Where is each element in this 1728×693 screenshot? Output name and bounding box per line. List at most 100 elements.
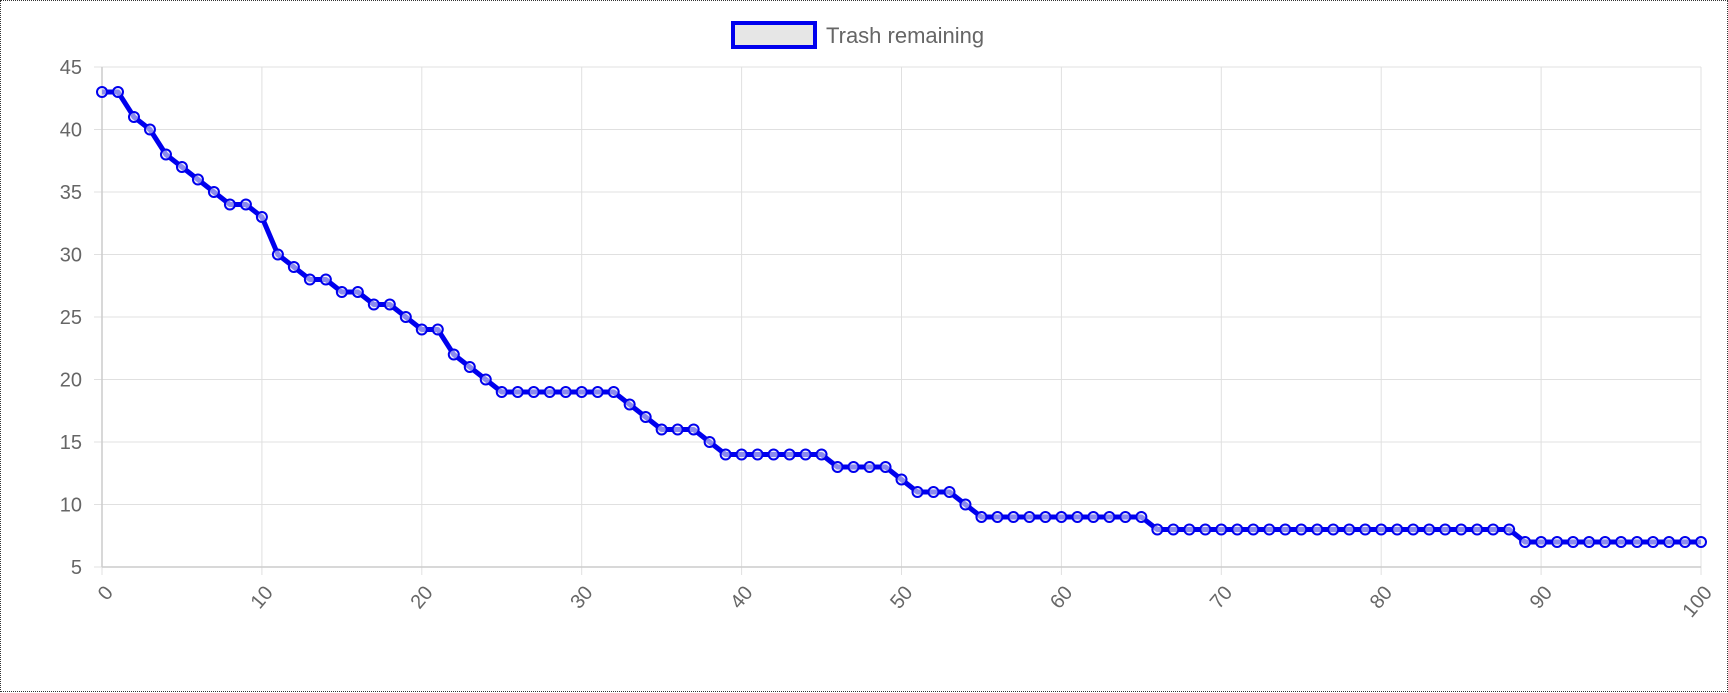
data-point[interactable]: [1631, 536, 1644, 548]
data-point[interactable]: [223, 198, 236, 211]
data-point[interactable]: [527, 386, 540, 398]
data-point[interactable]: [719, 448, 732, 461]
data-point[interactable]: [863, 461, 876, 473]
data-point[interactable]: [1327, 523, 1340, 536]
data-point[interactable]: [1263, 523, 1276, 536]
data-point[interactable]: [1471, 523, 1484, 536]
data-point[interactable]: [1615, 536, 1628, 548]
data-point[interactable]: [623, 398, 636, 411]
data-point[interactable]: [191, 173, 204, 186]
data-point[interactable]: [1311, 523, 1324, 536]
data-point[interactable]: [367, 298, 380, 311]
data-point[interactable]: [1231, 523, 1244, 536]
data-point[interactable]: [879, 461, 892, 473]
data-point[interactable]: [111, 86, 124, 98]
data-point[interactable]: [543, 386, 556, 398]
data-point[interactable]: [1519, 536, 1532, 548]
data-point[interactable]: [671, 423, 684, 436]
data-point[interactable]: [1551, 536, 1564, 548]
data-point[interactable]: [1407, 523, 1420, 536]
data-point[interactable]: [1295, 523, 1308, 536]
data-point[interactable]: [431, 323, 444, 336]
data-point[interactable]: [1487, 523, 1500, 536]
data-point[interactable]: [591, 386, 604, 398]
data-point[interactable]: [255, 211, 268, 223]
data-point[interactable]: [1679, 536, 1692, 548]
data-point[interactable]: [399, 311, 412, 323]
legend[interactable]: Trash remaining: [731, 21, 984, 49]
data-point[interactable]: [959, 498, 972, 511]
data-point[interactable]: [847, 461, 860, 473]
data-point[interactable]: [207, 186, 220, 198]
data-point[interactable]: [175, 161, 188, 173]
data-point[interactable]: [575, 386, 588, 398]
data-point[interactable]: [1695, 536, 1707, 548]
data-point[interactable]: [927, 486, 940, 498]
data-point[interactable]: [1279, 523, 1292, 536]
data-point[interactable]: [319, 273, 332, 286]
data-point[interactable]: [1423, 523, 1436, 536]
data-point[interactable]: [495, 386, 508, 398]
data-point[interactable]: [143, 123, 156, 136]
data-point[interactable]: [991, 511, 1004, 523]
data-point[interactable]: [1599, 536, 1612, 548]
data-point[interactable]: [751, 448, 764, 461]
data-point[interactable]: [1583, 536, 1596, 548]
data-point[interactable]: [1071, 511, 1084, 523]
data-point[interactable]: [1183, 523, 1196, 536]
data-point[interactable]: [1039, 511, 1052, 523]
data-point[interactable]: [895, 473, 908, 486]
data-point[interactable]: [1103, 511, 1116, 523]
data-point[interactable]: [559, 386, 572, 398]
data-point[interactable]: [831, 461, 844, 473]
data-point[interactable]: [975, 511, 988, 523]
data-point[interactable]: [1663, 536, 1676, 548]
data-point[interactable]: [1119, 511, 1132, 523]
data-point[interactable]: [287, 261, 300, 273]
data-point[interactable]: [1167, 523, 1180, 536]
data-point[interactable]: [96, 86, 108, 98]
data-point[interactable]: [735, 448, 748, 461]
data-point[interactable]: [1391, 523, 1404, 536]
data-point[interactable]: [447, 348, 460, 361]
data-point[interactable]: [1535, 536, 1548, 548]
data-point[interactable]: [1439, 523, 1452, 536]
data-point[interactable]: [479, 373, 492, 386]
data-point[interactable]: [1647, 536, 1660, 548]
data-point[interactable]: [911, 486, 924, 498]
data-point[interactable]: [1023, 511, 1036, 523]
data-point[interactable]: [1359, 523, 1372, 536]
data-point[interactable]: [815, 448, 828, 461]
data-point[interactable]: [511, 386, 524, 398]
data-point[interactable]: [1199, 523, 1212, 536]
data-point[interactable]: [943, 486, 956, 498]
data-point[interactable]: [271, 248, 284, 261]
data-point[interactable]: [767, 448, 780, 461]
data-point[interactable]: [415, 323, 428, 336]
data-point[interactable]: [159, 148, 172, 161]
data-point[interactable]: [383, 298, 396, 311]
data-point[interactable]: [1375, 523, 1388, 536]
data-point[interactable]: [703, 436, 716, 448]
data-point[interactable]: [687, 423, 700, 436]
data-point[interactable]: [607, 386, 620, 398]
data-point[interactable]: [1503, 523, 1516, 536]
data-point[interactable]: [1455, 523, 1468, 536]
data-point[interactable]: [351, 286, 364, 298]
data-point[interactable]: [1055, 511, 1068, 523]
data-point[interactable]: [463, 361, 476, 373]
data-point[interactable]: [1135, 511, 1148, 523]
data-point[interactable]: [303, 273, 316, 286]
data-point[interactable]: [639, 411, 652, 423]
data-point[interactable]: [1007, 511, 1020, 523]
data-point[interactable]: [655, 423, 668, 436]
data-point[interactable]: [1247, 523, 1260, 536]
data-point[interactable]: [1151, 523, 1164, 536]
data-point[interactable]: [1343, 523, 1356, 536]
data-point[interactable]: [335, 286, 348, 298]
data-point[interactable]: [783, 448, 796, 461]
data-point[interactable]: [799, 448, 812, 461]
data-point[interactable]: [1087, 511, 1100, 523]
data-point[interactable]: [1567, 536, 1580, 548]
data-point[interactable]: [127, 111, 140, 123]
